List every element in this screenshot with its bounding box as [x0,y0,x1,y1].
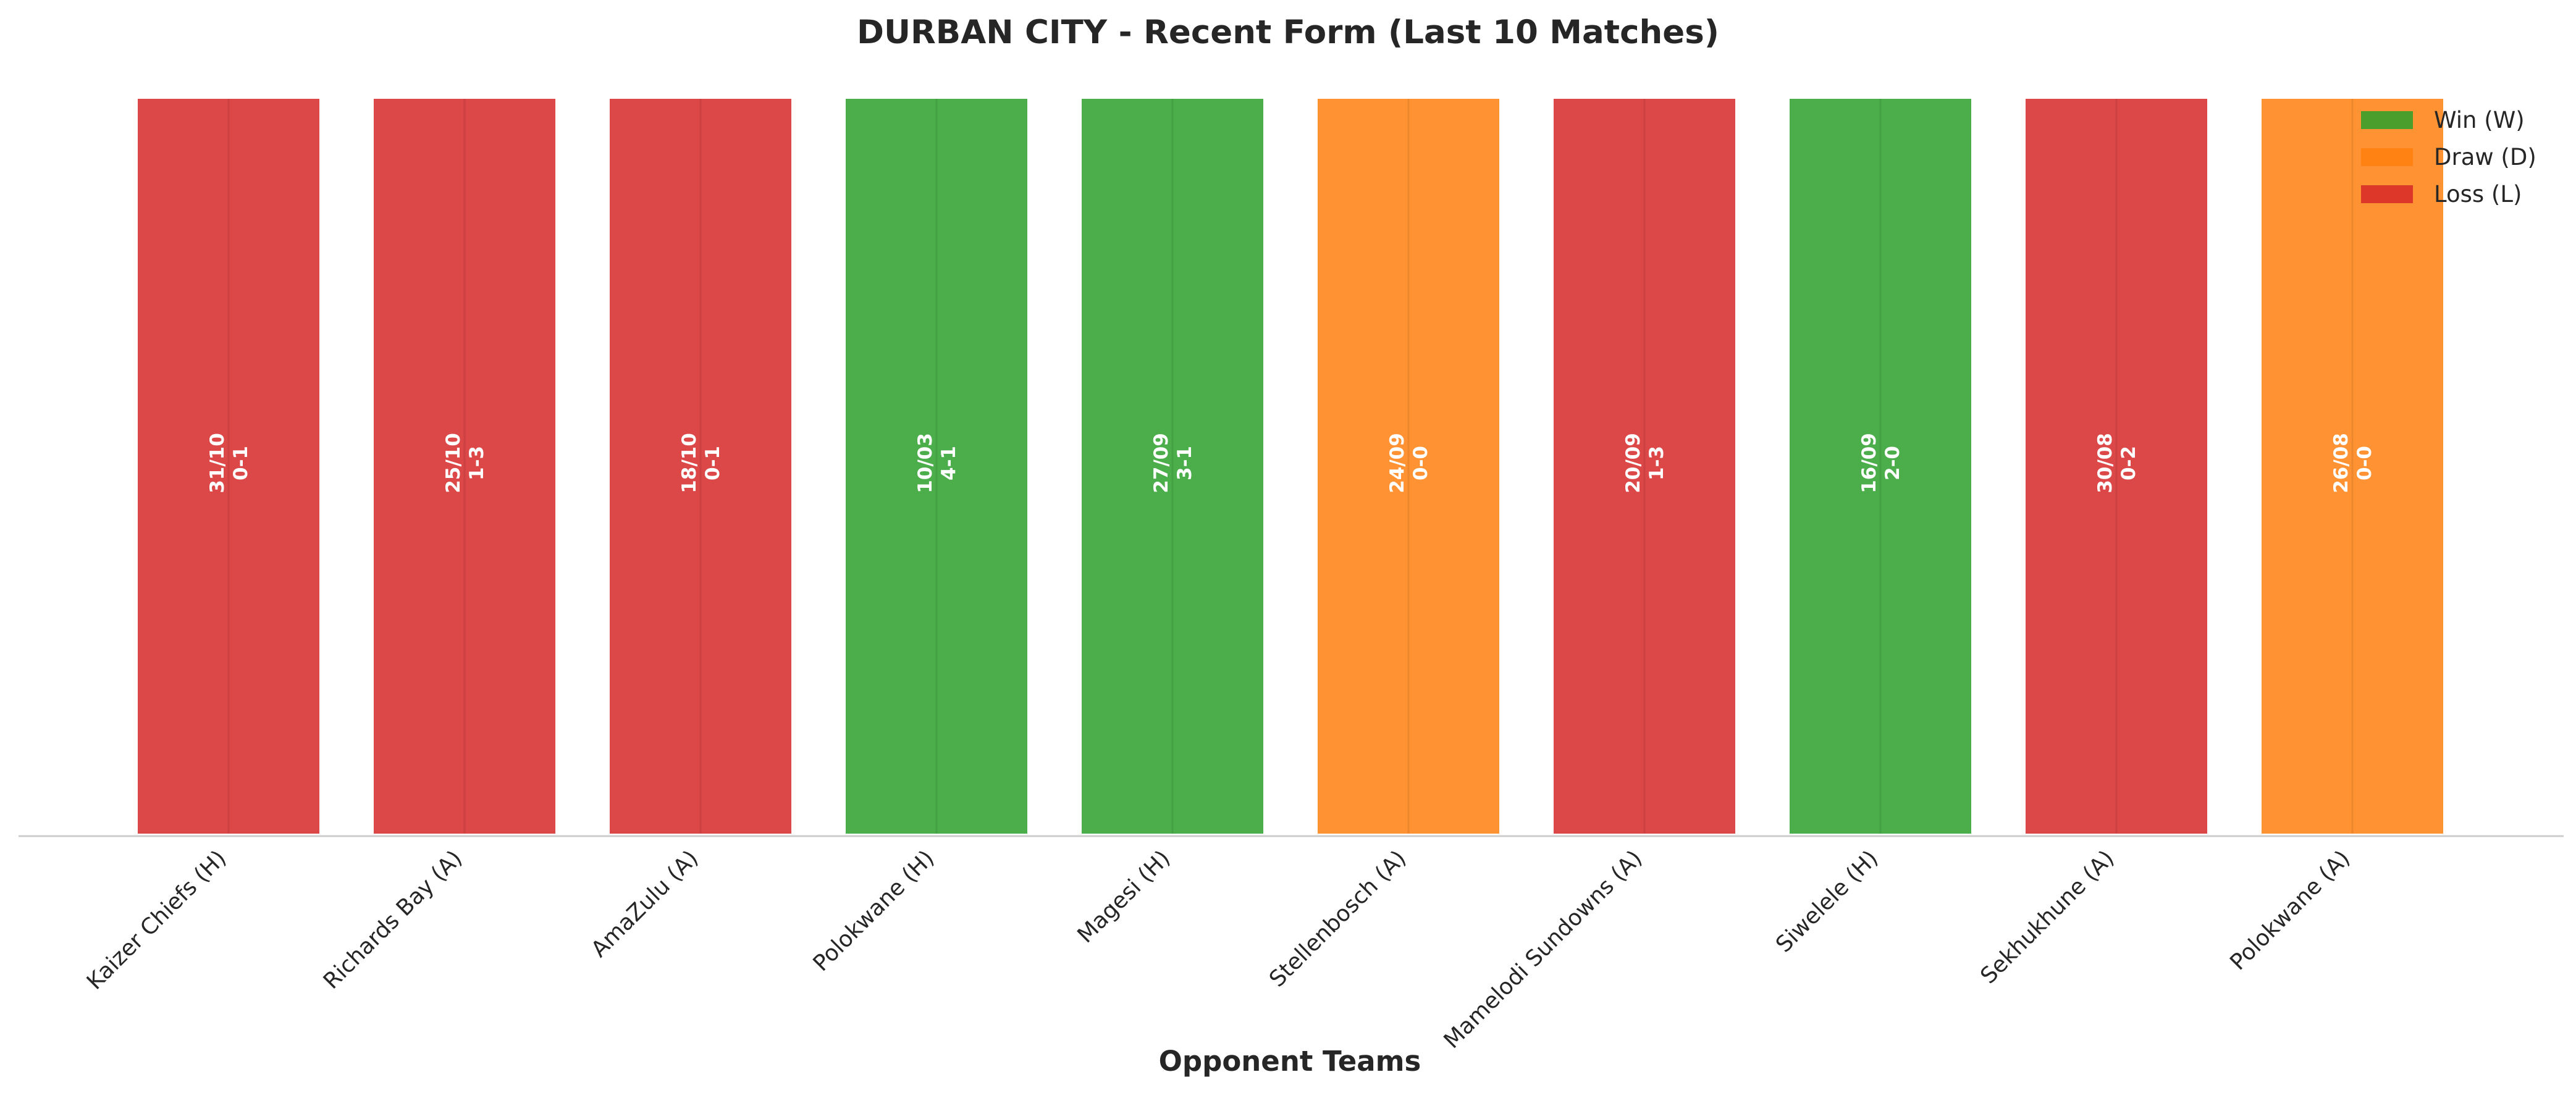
match-date: 27/09 [1150,433,1172,493]
bar-data-label: 26/080-0 [2330,433,2376,493]
match-score: 0-0 [2354,446,2376,480]
bar-data-label: 24/090-0 [1386,433,1432,493]
bar-data-label: 20/091-3 [1622,433,1668,493]
bar-data-label: 25/101-3 [442,433,488,493]
x-tick-label: Magesi (H) [1073,845,1176,948]
match-score: 4-1 [938,446,960,480]
bar [371,96,558,836]
x-tick-label: Siwelele (H) [1771,845,1883,957]
x-tick-label: Stellenbosch (A) [1265,845,1411,992]
x-tick-label: Richards Bay (A) [319,845,468,994]
match-date: 31/10 [206,433,229,493]
bar [607,96,794,836]
legend-label: Draw (D) [2434,144,2536,170]
chart-title: DURBAN CITY - Recent Form (Last 10 Match… [857,14,1719,51]
legend: Win (W) Draw (D) Loss (L) [2361,107,2536,207]
legend-swatch [2361,148,2413,166]
x-tick-label: AmaZulu (A) [586,845,703,962]
x-tick-label: Polokwane (A) [2225,845,2355,975]
x-tick-label: Sekhukhune (A) [1976,845,2119,989]
bar [135,96,322,836]
x-axis-label: Opponent Teams [1159,1045,1421,1078]
bar [1315,96,1502,836]
bar-data-label: 31/100-1 [206,433,252,493]
x-tick-label: Kaizer Chiefs (H) [82,845,231,994]
match-score: 0-2 [2118,446,2140,480]
match-score: 1-3 [466,446,488,480]
match-date: 20/09 [1622,433,1644,493]
bars-layer: 31/100-1 25/101-3 18/100-1 10/034-1 27/093-1… [135,96,2446,836]
bar-data-label: 27/093-1 [1150,433,1196,493]
bar [1551,96,1738,836]
x-tick-labels: Kaizer Chiefs (H) Richards Bay (A) AmaZulu… [82,845,2355,1053]
match-score: 0-1 [702,446,724,480]
match-date: 26/08 [2330,433,2352,493]
legend-label: Win (W) [2434,107,2525,133]
match-score: 1-3 [1646,446,1668,480]
bar-data-label: 10/034-1 [914,433,960,493]
match-date: 24/09 [1386,433,1408,493]
legend-swatch [2361,185,2413,203]
match-score: 2-0 [1882,446,1904,480]
match-score: 0-0 [1410,446,1432,480]
x-tick-label: Polokwane (H) [809,845,940,976]
match-date: 10/03 [914,433,937,493]
match-date: 16/09 [1858,433,1880,493]
bar-data-label: 30/080-2 [2094,433,2140,493]
match-date: 30/08 [2094,433,2116,493]
match-date: 25/10 [442,433,465,493]
bar [843,96,1030,836]
bar [1079,96,1266,836]
match-date: 18/10 [678,433,701,493]
bar-data-label: 16/092-0 [1858,433,1904,493]
x-tick-label: Mamelodi Sundowns (A) [1439,845,1648,1053]
bar [2259,96,2446,836]
bar [1787,96,1974,836]
match-score: 0-1 [230,446,252,480]
legend-swatch [2361,111,2413,129]
legend-label: Loss (L) [2434,181,2522,207]
match-score: 3-1 [1174,446,1196,480]
bar [2023,96,2210,836]
bar-data-label: 18/100-1 [678,433,724,493]
